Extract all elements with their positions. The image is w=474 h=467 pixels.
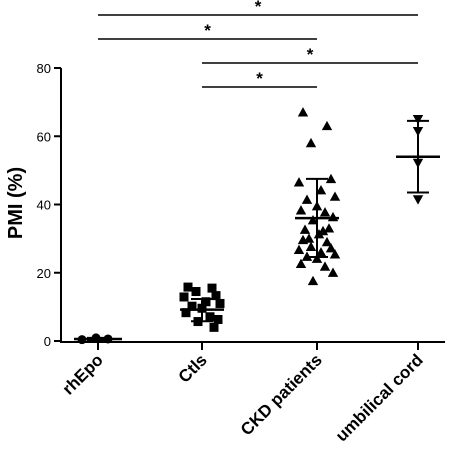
point-ckd-patients [305,137,317,148]
point-ctls [201,297,211,307]
point-ckd-patients [319,261,331,271]
point-ckd-patients [307,214,319,225]
y-tick-label-20: 20 [37,266,51,281]
point-ckd-patients [303,233,315,243]
point-ctls [213,315,223,325]
point-ctls [211,291,221,301]
group-rhepo [74,333,122,345]
significance-star: * [307,45,314,64]
point-ctls [191,287,201,297]
x-tick-label-ctls: Ctls [175,350,211,386]
point-ckd-patients [327,211,339,222]
significance-brackets: * * * * [98,0,418,88]
point-ckd-patients [325,242,337,253]
point-ckd-patients [311,253,323,263]
point-ctls [179,292,189,302]
point-umbilical-cord [412,195,424,205]
significance-star: * [256,69,263,88]
point-ckd-patients [295,205,307,215]
point-ctls [215,298,225,308]
point-ckd-patients [297,234,309,245]
point-ckd-patients [293,244,305,255]
y-tick-label-0: 0 [44,334,51,349]
point-ckd-patients [305,241,317,251]
point-ckd-patients [295,258,307,269]
point-ckd-patients [327,267,339,277]
point-ctls [207,283,217,293]
point-ctls [181,308,191,318]
point-ckd-patients [329,191,341,201]
point-ckd-patients [315,184,327,195]
point-ckd-patients [297,107,309,117]
y-tick-label-60: 60 [37,129,51,144]
x-tick-label-ckd-patients: CKD patients [237,350,326,439]
point-ckd-patients [293,177,305,187]
significance-star: * [255,0,262,16]
point-ckd-patients [321,236,333,247]
point-ckd-patients [315,247,327,257]
point-ckd-patients [321,120,333,131]
y-axis-label: PMI (%) [5,167,27,239]
point-ckd-patients [329,249,341,259]
data-points [74,107,440,345]
point-ctls [183,282,193,292]
y-tick-label-80: 80 [37,61,51,76]
y-tick-label-40: 40 [37,198,51,213]
point-ctls [187,301,197,311]
significance-star: * [204,21,211,40]
x-tick-label-umbilical-cord: umbilical cord [332,350,427,445]
point-ckd-patients [325,173,337,184]
axes: 0 20 40 60 80 rhEpo Ctls CKD patients umbilical … [37,61,445,445]
point-ctls [205,312,215,322]
group-ctls [179,282,225,332]
point-ckd-patients [307,275,319,286]
point-ckd-patients [323,223,335,233]
point-umbilical-cord [412,115,424,125]
point-ckd-patients [319,207,331,217]
group-ckd-patients [293,107,341,286]
point-ckd-patients [299,224,311,234]
x-tick-label-rhepo: rhEpo [59,350,107,398]
point-ckd-patients [301,194,313,204]
group-umbilical-cord [396,115,440,205]
point-ctls [209,322,219,332]
